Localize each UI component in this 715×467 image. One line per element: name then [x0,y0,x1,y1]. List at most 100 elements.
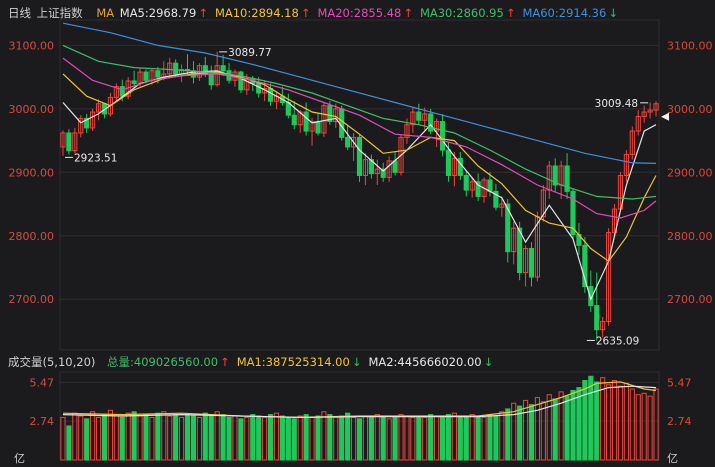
candle-body [635,115,641,132]
volume-tick-label-right: 5.47 [667,376,692,389]
candle-body [582,244,588,288]
volume-bar [475,415,481,461]
volume-bar [623,382,629,461]
volume-bar [279,415,285,461]
candle-body [78,117,84,134]
price-tick-label-right: 3100.00 [667,39,713,52]
candle-body [410,111,416,126]
candle-body [469,181,475,191]
arrow-up-icon: ↑ [300,6,311,20]
candle-body [522,247,529,274]
volume-bar [250,414,256,461]
ma-line-ma30 [62,44,657,200]
price-tick-label-right: 2800.00 [667,230,713,243]
candle-body [594,305,600,331]
candle-body [131,80,137,84]
volume-bar [95,416,102,461]
volume-bar [173,414,179,461]
vol-legend-item-2: MA2:445666020.00 [368,355,482,369]
volume-title: 成交量(5,10,20) [8,355,96,369]
volume-tick-label-left: 5.47 [30,376,55,389]
candle-body [564,165,570,192]
vol-legend-item-0: 总量:409026560.00 [107,355,219,369]
candle-body [647,109,653,113]
volume-bar [457,415,463,461]
volume-bar [113,415,119,461]
candle-body [487,179,493,192]
volume-bar [143,414,149,461]
candle-body [84,117,90,129]
volume-bar [552,398,558,461]
volume-ma-line-ma2 [62,385,657,419]
candle-body [303,111,309,132]
candle-body [95,103,102,113]
candle-body [356,136,363,176]
candle-body [345,136,351,148]
volume-bar [410,416,416,461]
candle-body [434,121,440,132]
candle-body [517,227,523,274]
volume-bar [60,416,66,461]
volume-bar [226,416,232,461]
candle-body [333,108,339,123]
volume-bar [386,418,392,461]
price-tick-label-left: 2900.00 [9,166,55,179]
volume-bar [493,415,499,461]
volume-bar [190,415,197,461]
candle-body [493,190,499,208]
volume-bar [570,389,576,461]
period-label[interactable]: 日线 [8,6,31,20]
candle-body [445,149,452,176]
volume-bar [439,416,446,461]
volume-bar [576,387,582,461]
volume-bar [72,412,78,461]
candle-body [505,203,511,253]
volume-bar [511,402,517,461]
ma-prefix: MA [96,6,115,20]
volume-bar [297,415,303,461]
candle-body [220,65,226,72]
candle-body [374,168,380,175]
candle-body [267,88,274,102]
candle-body [481,179,487,197]
volume-bar [119,416,125,461]
volume-bar [244,416,250,461]
volume-bar [267,414,274,461]
volume-bar [416,415,422,461]
candle-body [463,174,469,191]
candle-body [291,114,297,126]
price-panel-frame [59,19,660,351]
volume-bar [463,416,469,461]
volume-bar [232,415,238,461]
volume-bar [588,375,594,461]
volume-bar [368,416,374,461]
price-tick-label-left: 3000.00 [9,103,55,116]
ma-line-ma20 [62,57,657,219]
candle-body [362,159,369,176]
ma-legend-item-2: MA20:2855.48 [317,6,402,20]
volume-ma-line-ma1 [62,381,657,419]
volume-bar [635,394,641,461]
volume-bar [179,416,185,461]
price-tick-label-left: 2800.00 [9,230,55,243]
volume-legend: 成交量(5,10,20) 总量:409026560.00 ↑ MA1:3875253… [8,354,500,370]
volume-bar [315,415,321,461]
index-name[interactable]: 上证指数 [36,6,83,20]
candle-body [173,62,179,75]
volume-bar [505,408,511,461]
candle-body [321,105,327,134]
volume-bar [345,412,351,461]
volume-unit-right: 亿 [667,452,678,465]
volume-bar [469,414,475,461]
candle-body [208,73,214,86]
candle-body [155,70,161,78]
candle-body [350,136,357,148]
candle-body [439,121,446,151]
candle-body [309,121,315,132]
ma-legend-item-3: MA30:2860.95 [419,6,504,20]
candle-body [315,121,321,134]
volume-unit-left: 亿 [14,452,25,465]
volume-bar [528,404,535,461]
volume-bar [66,425,72,461]
